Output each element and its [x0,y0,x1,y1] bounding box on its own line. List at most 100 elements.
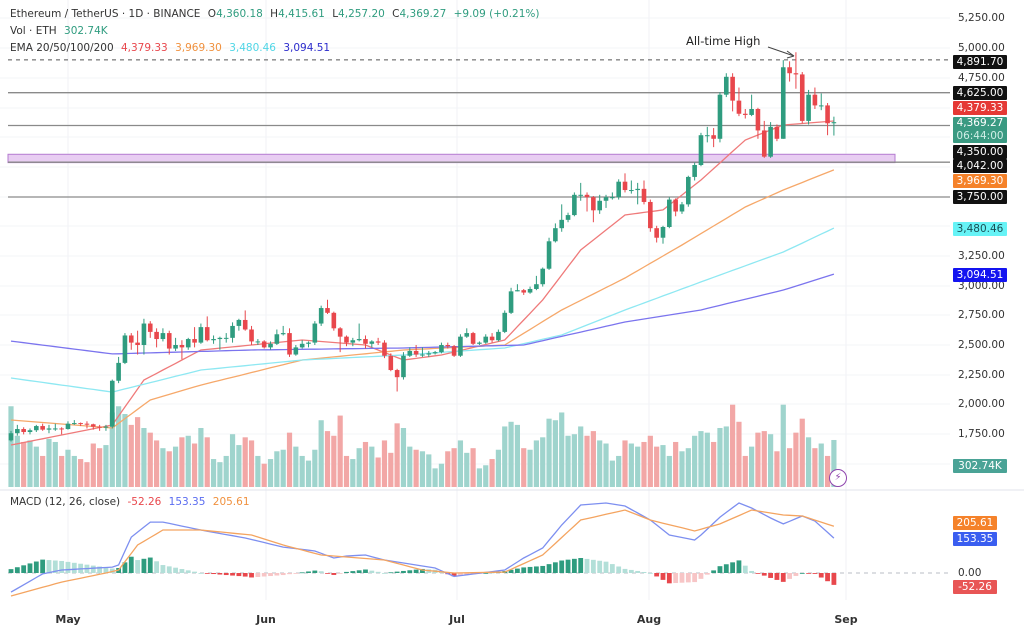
candle [15,424,20,436]
macd-histogram-bar [711,570,717,573]
candle-body [242,319,248,330]
candle-body [451,346,457,356]
candle-body [439,345,444,353]
candle-body [407,350,413,356]
candle-body [565,215,571,220]
volume-bar [59,455,65,487]
candle [204,316,210,342]
ath-price-badge: 4,891.70 [953,55,1007,69]
ema50-line [10,169,835,429]
macd-histogram-bar [559,560,565,573]
macd-histogram-bar [420,568,425,573]
volume-bar [514,424,520,487]
volume-bar [527,449,533,487]
candle [610,192,615,200]
macd-histogram-bar [65,561,71,573]
volume-bar [362,441,369,487]
volume-bar [552,420,558,487]
macd-histogram-bar [685,573,691,583]
macd-histogram-bar [742,565,748,573]
macd-histogram-bar [584,558,590,573]
candle-body [394,370,400,378]
low-value: L4,257.20 [332,8,385,20]
macd-histogram-bar [812,573,818,574]
ath-arrow [767,46,795,59]
candle-body [109,380,115,427]
volume-bar [786,448,793,487]
macd-histogram-bar [552,562,558,573]
macd-histogram-bar [692,573,698,583]
candle [736,87,742,117]
volume-bar [603,443,609,487]
candle-body [173,345,178,349]
candle-body [692,165,697,177]
candle-body [489,336,495,341]
low-label: L [332,8,339,20]
volume-bar [780,404,786,487]
candle [401,352,406,380]
macd-line-badge: 153.35 [953,532,997,546]
volume-bar [286,432,293,487]
macd-histogram-bar [774,573,780,580]
macd-histogram-bar [628,569,634,573]
macd-histogram-bar [40,559,46,573]
candle-body [527,288,533,293]
volume-bar [71,455,77,487]
macd-histogram-bar [318,571,324,573]
volume-bar [191,443,198,487]
macd-histogram-bar [236,573,242,577]
candle [53,423,58,431]
candle [109,379,115,429]
candle-body [337,328,343,337]
candle [711,128,716,148]
macd-histogram-bar [33,561,39,573]
candle [141,318,147,355]
volume-bar [831,439,837,487]
lightning-icon[interactable]: ⚡ [829,469,847,487]
candle-body [15,429,20,434]
candle-body [717,94,723,139]
macd-histogram-bar [597,560,603,573]
candlesticks [8,52,837,442]
candle [723,73,729,98]
price-tick: 3,250.00 [958,250,1005,262]
candle-body [147,323,153,332]
macd-histogram-bar [242,573,248,577]
candle-body [122,335,128,363]
volume-bar [445,451,451,487]
macd-hist-value: -52.26 [127,496,162,508]
volume-bar [90,443,96,487]
candle-body [559,219,565,229]
price-tick: 1,750.00 [958,428,1005,440]
candle [217,336,223,350]
volume-bar [97,448,103,487]
macd-histogram-bar [388,572,394,574]
candle-body [540,268,546,285]
volume-legend: Vol · ETH 302.74K [10,25,112,37]
candle-body [299,343,305,348]
candle [84,421,90,429]
candle [635,182,640,205]
candle [470,331,476,345]
candle [154,328,159,348]
macd-histogram-bar [350,571,356,573]
close-label: C [392,8,400,20]
macd-histogram-bar [407,570,413,573]
candle-body [116,362,121,381]
candle [540,267,546,287]
macd-histogram-bar [268,573,273,577]
candle [192,327,197,348]
candle [46,424,52,434]
candle [274,329,280,345]
candle [768,122,773,158]
low-number: 4,257.20 [338,8,385,20]
macd-histogram-bar [46,560,52,573]
candle [559,204,565,232]
macd-histogram-bar [147,557,153,573]
macd-histogram-bar [325,573,330,574]
candle-body [711,135,716,139]
candle-body [249,329,254,342]
candle-body [749,108,754,115]
candle-body [236,319,242,326]
